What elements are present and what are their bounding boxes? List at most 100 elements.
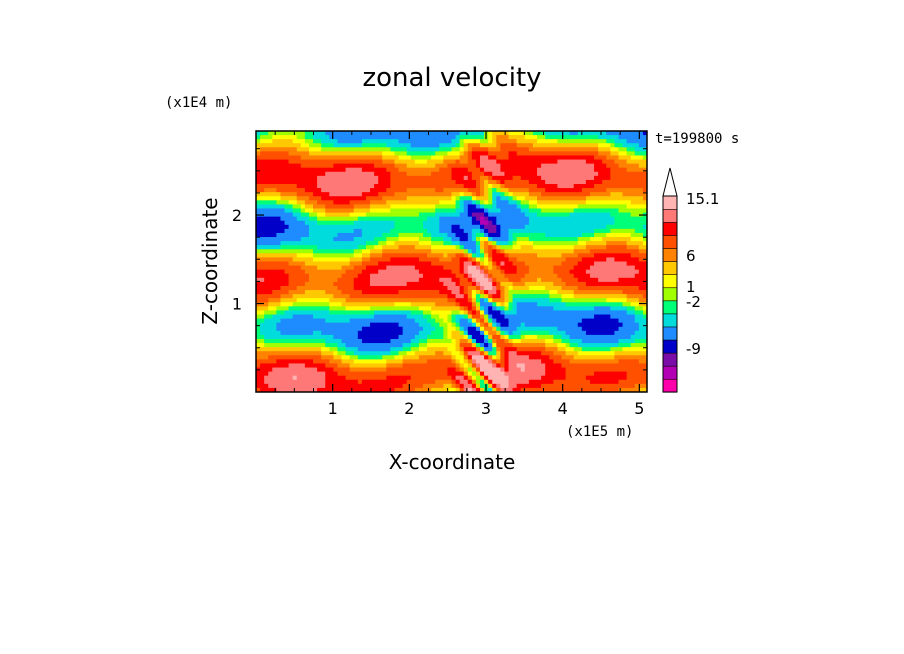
- field-cell: [496, 151, 501, 157]
- field-cell: [402, 298, 408, 303]
- field-cell: [276, 265, 282, 271]
- field-cell: [642, 241, 647, 246]
- field-cell: [642, 196, 647, 201]
- field-cell: [553, 261, 558, 267]
- field-cell: [406, 237, 412, 242]
- field-cell: [386, 208, 391, 214]
- field-cell: [451, 273, 457, 279]
- field-cell: [618, 216, 624, 222]
- field-cell: [418, 228, 424, 234]
- field-cell: [630, 200, 636, 206]
- field-cell: [370, 175, 375, 181]
- field-cell: [561, 257, 567, 263]
- field-cell: [626, 200, 632, 206]
- field-cell: [435, 220, 440, 226]
- field-cell: [512, 188, 518, 193]
- field-cell: [480, 249, 485, 254]
- field-cell: [398, 277, 404, 283]
- field-cell: [581, 159, 587, 165]
- field-cell: [353, 179, 359, 185]
- field-cell: [308, 212, 314, 218]
- field-cell: [480, 151, 485, 157]
- field-cell: [272, 302, 277, 307]
- field-cell: [557, 261, 563, 267]
- field-cell: [317, 249, 322, 254]
- field-cell: [606, 253, 611, 259]
- field-cell: [508, 285, 514, 291]
- field-cell: [496, 216, 501, 222]
- field-cell: [602, 167, 607, 173]
- field-cell: [475, 184, 481, 189]
- field-cell: [598, 200, 603, 206]
- field-cell: [455, 147, 461, 152]
- field-cell: [300, 139, 306, 144]
- field-cell: [378, 285, 383, 291]
- field-cell: [427, 200, 432, 206]
- field-cell: [256, 330, 261, 336]
- field-cell: [589, 232, 595, 238]
- field-cell: [414, 314, 420, 320]
- field-cell: [610, 334, 616, 340]
- field-cell: [313, 163, 318, 169]
- field-cell: [516, 184, 522, 189]
- field-cell: [594, 200, 599, 206]
- field-cell: [296, 322, 302, 328]
- field-cell: [386, 302, 391, 307]
- field-cell: [386, 171, 391, 177]
- field-cell: [569, 322, 575, 328]
- field-cell: [508, 338, 514, 344]
- field-cell: [528, 179, 534, 185]
- field-cell: [512, 277, 518, 283]
- field-cell: [528, 135, 534, 140]
- field-cell: [614, 294, 620, 299]
- field-cell: [333, 184, 339, 189]
- field-cell: [622, 167, 628, 173]
- field-cell: [268, 338, 273, 344]
- field-cell: [610, 192, 616, 197]
- field-cell: [573, 265, 579, 271]
- field-cell: [532, 167, 538, 173]
- field-cell: [308, 175, 314, 181]
- field-cell: [602, 310, 607, 316]
- field-cell: [508, 192, 514, 197]
- field-cell: [561, 228, 567, 234]
- field-cell: [642, 265, 647, 271]
- field-cell: [365, 147, 371, 152]
- field-cell: [565, 192, 571, 197]
- field-cell: [537, 224, 542, 230]
- field-cell: [333, 330, 339, 336]
- field-cell: [467, 265, 473, 271]
- field-cell: [390, 249, 396, 254]
- field-cell: [427, 184, 432, 189]
- field-cell: [573, 163, 579, 169]
- field-cell: [276, 228, 282, 234]
- field-cell: [313, 167, 318, 173]
- field-cell: [390, 318, 396, 324]
- field-cell: [630, 232, 636, 238]
- field-cell: [553, 143, 558, 148]
- field-cell: [630, 241, 636, 246]
- field-cell: [618, 265, 624, 271]
- field-cell: [394, 310, 400, 316]
- field-cell: [638, 171, 644, 177]
- field-cell: [427, 135, 432, 140]
- field-cell: [622, 192, 628, 197]
- field-cell: [410, 249, 416, 254]
- field-cell: [598, 249, 603, 254]
- field-cell: [500, 285, 506, 291]
- field-cell: [484, 273, 489, 279]
- field-cell: [406, 228, 412, 234]
- field-cell: [594, 273, 599, 279]
- field-cell: [378, 179, 383, 185]
- field-cell: [492, 147, 497, 152]
- field-cell: [594, 135, 599, 140]
- field-cell: [508, 179, 514, 185]
- field-cell: [463, 241, 469, 246]
- field-cell: [480, 245, 485, 250]
- field-cell: [260, 318, 265, 324]
- field-cell: [516, 253, 522, 259]
- field-cell: [451, 204, 457, 210]
- field-cell: [398, 241, 404, 246]
- field-cell: [260, 253, 265, 259]
- field-cell: [626, 277, 632, 283]
